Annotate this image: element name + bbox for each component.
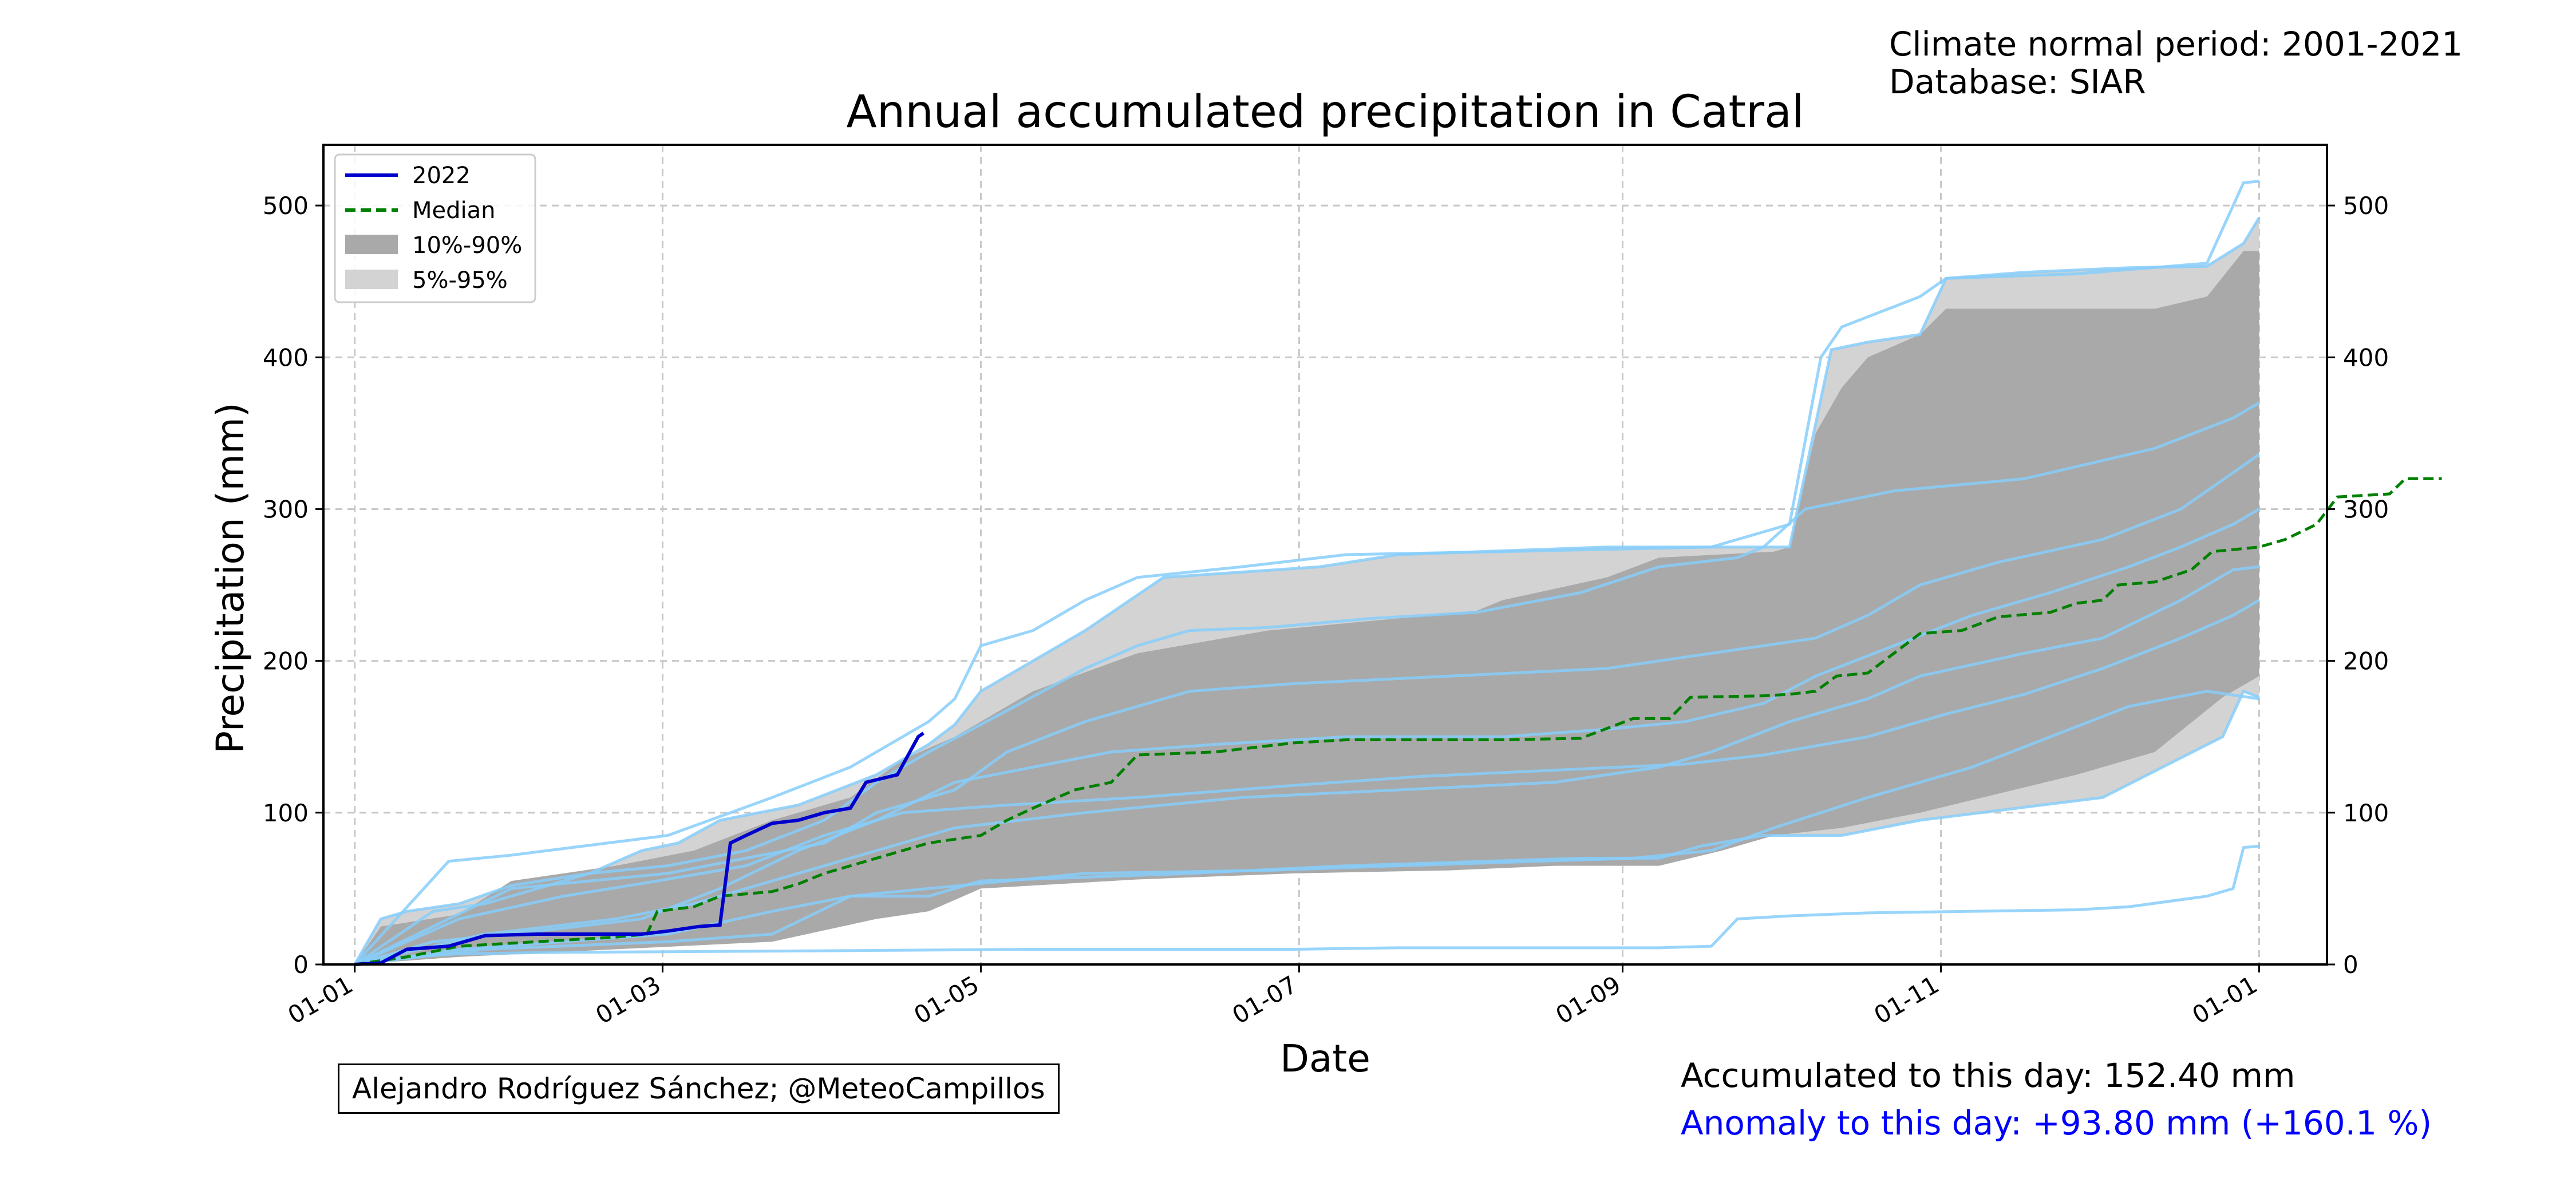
plot-area: 0 0 100 100 200 200 300 300 400 400 500 500 01-01 01-… xyxy=(263,144,2442,1030)
y-tick-label-left: 500 xyxy=(263,192,309,220)
historical-year-line xyxy=(354,599,2260,966)
x-tick-label: 01-05 xyxy=(909,970,983,1029)
historical-year-line xyxy=(354,565,2259,966)
historical-year-line xyxy=(354,401,2260,966)
y-axis-label: Precipitation (mm) xyxy=(208,402,252,754)
y-tick-label-left: 400 xyxy=(263,343,309,371)
x-tick-label: 01-03 xyxy=(591,970,665,1029)
anomaly-stat: Anomaly to this day: +93.80 mm (+160.1 %… xyxy=(1681,1104,2432,1142)
accumulated-stat: Accumulated to this day: 152.40 mm xyxy=(1681,1056,2296,1095)
legend-swatch xyxy=(345,270,398,289)
x-axis-label: Date xyxy=(1280,1037,1370,1081)
y-tick-label-right: 200 xyxy=(2343,647,2389,675)
x-tick-label: 01-07 xyxy=(1227,970,1302,1029)
database-label: Database: SIAR xyxy=(1889,62,2146,101)
y-tick-label-left: 100 xyxy=(263,799,309,827)
historical-year-line xyxy=(354,690,2259,966)
y-tick-label-right: 300 xyxy=(2343,495,2389,523)
legend-label: 2022 xyxy=(412,163,471,189)
historical-year-line xyxy=(354,844,2259,966)
x-tick-label: 01-01 xyxy=(283,970,357,1029)
y-tick-label-left: 0 xyxy=(293,951,309,979)
y-tick-label-right: 400 xyxy=(2343,343,2389,371)
current-year-line xyxy=(354,732,924,966)
climate-normal-label: Climate normal period: 2001-2021 xyxy=(1889,25,2463,64)
x-tick-label: 01-09 xyxy=(1551,970,1625,1029)
y-tick-label-right: 100 xyxy=(2343,799,2389,827)
y-tick-label-right: 0 xyxy=(2343,951,2358,979)
x-tick-label: 01-01 xyxy=(2187,970,2262,1029)
historical-year-line xyxy=(354,453,2260,966)
chart-title: Annual accumulated precipitation in Catr… xyxy=(846,86,1804,138)
author-credit: Alejandro Rodríguez Sánchez; @MeteoCampi… xyxy=(338,1063,1060,1114)
y-tick-label-left: 200 xyxy=(263,647,309,675)
axes-frame xyxy=(322,144,2328,966)
legend-box xyxy=(334,153,536,303)
median-line xyxy=(354,477,2442,966)
y-tick-label-left: 300 xyxy=(263,495,309,523)
historical-year-line xyxy=(354,689,2260,966)
legend-label: 10%-90% xyxy=(412,232,522,259)
legend-label: Median xyxy=(412,197,496,224)
historical-year-line xyxy=(353,216,2261,966)
legend-swatch xyxy=(345,235,398,254)
y-tick-label-right: 500 xyxy=(2343,192,2389,220)
legend-label: 5%-95% xyxy=(412,267,508,294)
band-10-90 xyxy=(354,251,2259,964)
x-tick-label: 01-11 xyxy=(1869,970,1943,1029)
historical-year-line xyxy=(354,508,2260,966)
